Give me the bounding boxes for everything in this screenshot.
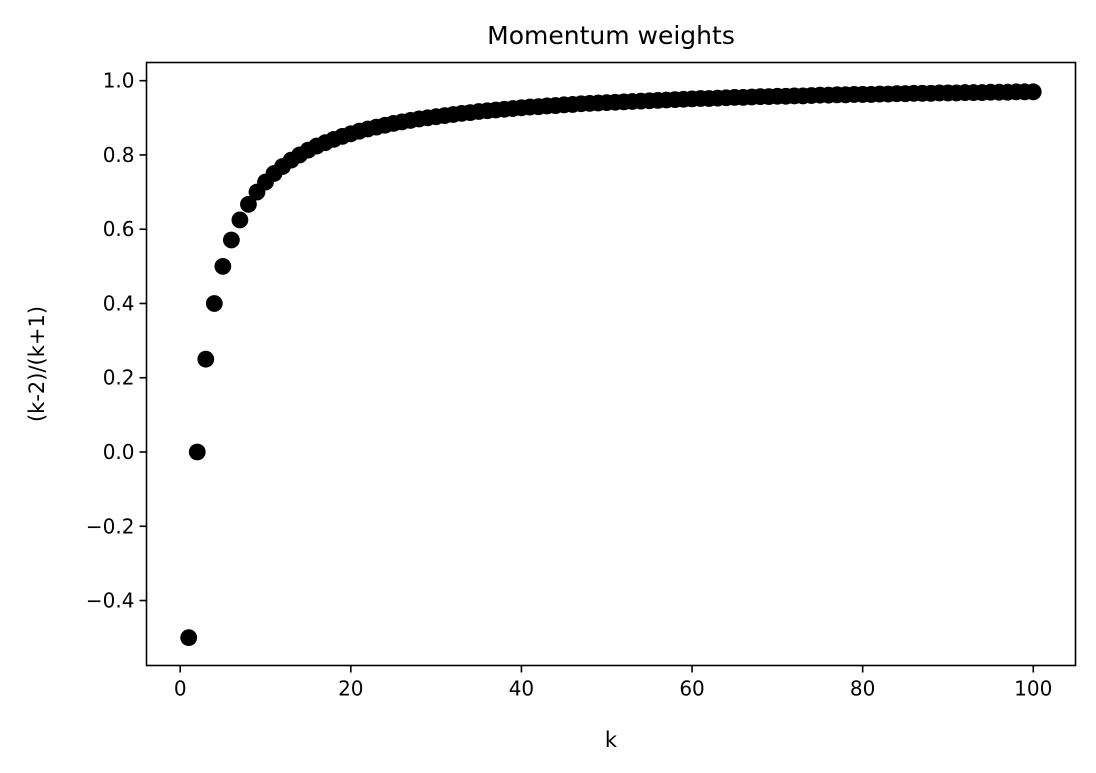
data-point xyxy=(222,231,240,249)
x-tick-label: 60 xyxy=(679,677,704,701)
x-tick-label: 100 xyxy=(1014,677,1052,701)
data-point xyxy=(214,257,232,275)
data-point xyxy=(180,629,198,647)
data-point xyxy=(240,195,257,213)
y-tick-label: 0.4 xyxy=(103,291,135,315)
chart-title: Momentum weights xyxy=(487,21,735,50)
y-axis-label: (k-2)/(k+1) xyxy=(25,306,49,422)
y-tick-label: 0.0 xyxy=(103,440,135,464)
x-tick-label: 0 xyxy=(174,677,187,701)
y-tick-label: −0.4 xyxy=(86,589,135,613)
y-tick-label: 0.8 xyxy=(103,143,135,167)
y-tick-label: 1.0 xyxy=(103,69,135,93)
x-axis-label: k xyxy=(605,728,618,752)
data-point xyxy=(205,295,223,312)
x-tick-label: 40 xyxy=(509,677,534,701)
x-tick-label: 20 xyxy=(338,677,363,701)
data-point xyxy=(231,211,249,229)
y-tick-label: −0.2 xyxy=(86,514,135,538)
x-tick-label: 80 xyxy=(850,677,875,701)
data-points xyxy=(180,83,1042,647)
plot-frame xyxy=(145,61,1077,667)
data-point xyxy=(188,443,206,461)
y-axis-ticks: −0.4 −0.2 0.0 0.2 0.4 0.6 0.8 1.0 xyxy=(86,69,147,613)
y-tick-label: 0.2 xyxy=(103,366,135,390)
data-point xyxy=(1024,83,1042,101)
x-axis-ticks: 0 20 40 60 80 100 xyxy=(174,665,1052,701)
y-tick-label: 0.6 xyxy=(103,217,135,241)
data-point xyxy=(197,350,215,368)
